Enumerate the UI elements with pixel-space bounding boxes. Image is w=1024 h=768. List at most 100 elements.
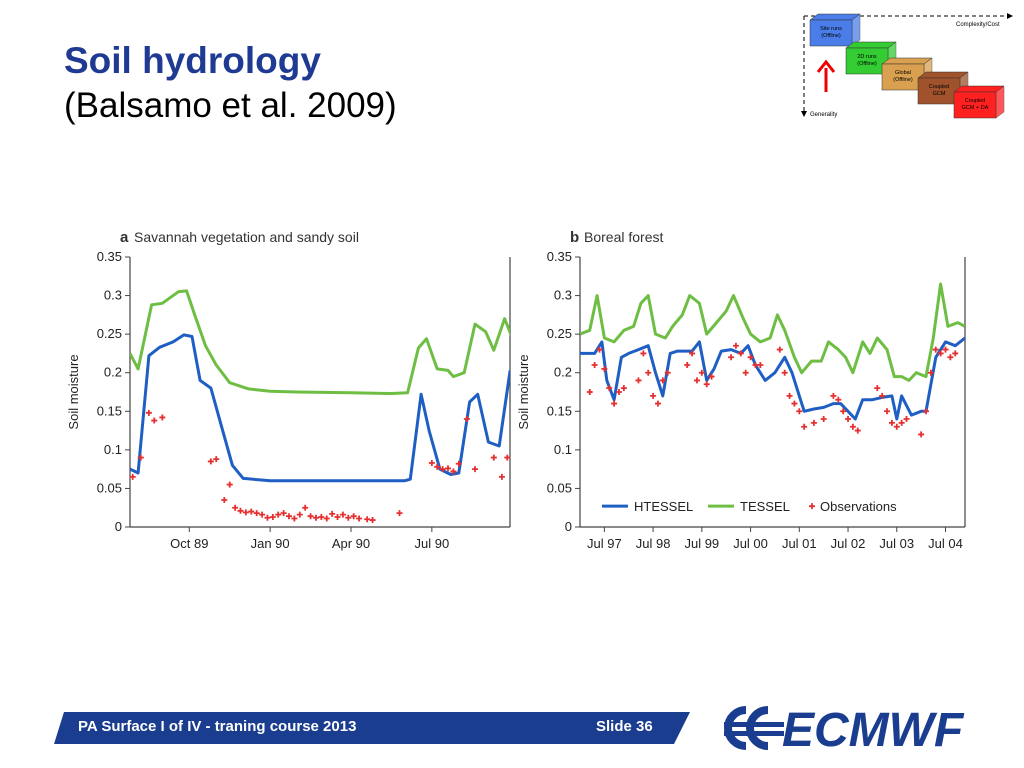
chart-title: Boreal forest	[584, 229, 663, 245]
observation-point	[888, 419, 895, 426]
observation-point	[708, 373, 715, 380]
observation-point	[898, 419, 905, 426]
observation-point	[264, 514, 271, 521]
schema-box-sublabel: GCM + DA	[962, 105, 989, 111]
footer-course-label: PA Surface I of IV - traning course 2013	[78, 718, 357, 735]
observation-point	[334, 513, 341, 520]
observation-point	[664, 369, 671, 376]
y-tick-label: 0.1	[554, 442, 572, 457]
observation-point	[339, 511, 346, 518]
observation-point	[615, 389, 622, 395]
observation-point	[159, 414, 166, 421]
y-tick-label: 0	[115, 519, 122, 534]
x-tick-label: Jul 99	[684, 536, 719, 551]
chart-title: Savannah vegetation and sandy soil	[134, 229, 359, 245]
observation-point	[693, 377, 700, 384]
series-line-tessel	[130, 289, 510, 395]
observation-point	[364, 516, 371, 523]
observation-point	[471, 466, 478, 473]
observation-point	[226, 481, 233, 488]
observation-point	[757, 362, 764, 368]
observation-point	[650, 392, 657, 399]
observation-point	[840, 408, 847, 415]
observation-point	[845, 416, 852, 422]
observation-point	[927, 369, 934, 376]
y-tick-label: 0.15	[97, 403, 122, 418]
observation-point	[455, 460, 462, 467]
observation-point	[504, 454, 511, 461]
observation-point	[849, 423, 856, 430]
observation-point	[620, 385, 627, 392]
chart-savannah: a Savannah vegetation and sandy soil 0 0.05…	[66, 229, 511, 551]
observation-point	[801, 423, 808, 430]
observation-point	[747, 354, 754, 361]
x-tick-label: Jul 04	[928, 536, 963, 551]
observation-point	[918, 431, 925, 438]
observation-point	[269, 513, 276, 520]
logo-text: ECMWF	[782, 704, 965, 756]
x-tick-label: Jul 01	[782, 536, 817, 551]
observation-point	[728, 354, 735, 361]
observation-point	[434, 463, 441, 470]
observation-point	[923, 408, 930, 415]
observation-point	[611, 400, 618, 407]
observation-point	[450, 468, 457, 475]
y-tick-label: 0.2	[104, 365, 122, 380]
schema-box: Site runs(Offline)	[809, 13, 861, 47]
y-tick-label: 0.25	[97, 326, 122, 341]
observation-point	[428, 459, 435, 466]
observation-point	[937, 350, 944, 357]
schema-box-sublabel: (Offline)	[893, 77, 913, 83]
observation-point	[786, 392, 793, 399]
schema-box-label: Site runs	[820, 26, 842, 32]
ecmwf-logo-mark	[724, 706, 784, 750]
observation-point	[356, 515, 363, 522]
y-tick-label: 0.15	[547, 403, 572, 418]
complexity-schema: Complexity/Cost Generality Site runs(Off…	[801, 13, 1013, 119]
observation-point	[207, 458, 214, 465]
schema-box-sublabel: GCM	[933, 91, 946, 97]
observation-point	[307, 513, 314, 520]
observation-point	[947, 354, 954, 361]
observation-point	[732, 342, 739, 349]
legend-swatch	[809, 503, 815, 510]
observation-point	[606, 385, 613, 392]
schema-box-label: Coupled	[965, 98, 986, 104]
schema-box-label: 2D runs	[857, 54, 877, 60]
observation-point	[248, 508, 255, 515]
observation-point	[645, 369, 652, 376]
observation-point	[312, 514, 319, 521]
observation-point	[703, 381, 710, 388]
observation-point	[498, 473, 505, 480]
chart-boreal-forest: b Boreal forest 0 0.05 0.1 0.15 0.2 0.25 0.3 0.35…	[518, 229, 966, 551]
observation-point	[640, 350, 647, 357]
series-line-tessel	[580, 282, 965, 382]
observation-point	[259, 511, 266, 518]
observation-point	[879, 392, 886, 399]
observation-point	[810, 419, 817, 426]
observation-point	[689, 350, 696, 357]
observation-point	[698, 369, 705, 376]
y-tick-label: 0.05	[97, 480, 122, 495]
observation-point	[291, 515, 298, 522]
observation-point	[903, 416, 910, 422]
observation-point	[286, 513, 293, 520]
y-tick-label: 0.3	[104, 288, 122, 303]
y-tick-label: 0.1	[104, 442, 122, 457]
x-tick-label: Jul 90	[414, 536, 449, 551]
schema-box-label: Global	[895, 70, 911, 76]
observation-point	[884, 408, 891, 415]
legend-label: Observations	[820, 499, 897, 514]
y-axis-label: Soil moisture	[66, 354, 81, 429]
y-tick-label: 0	[565, 519, 572, 534]
observation-point	[835, 396, 842, 403]
observation-point	[635, 377, 642, 384]
observation-point	[796, 408, 803, 415]
observation-point	[396, 510, 403, 517]
observation-point	[445, 465, 452, 472]
generality-label: Generality	[810, 112, 837, 118]
observation-point	[329, 510, 336, 517]
observation-point	[601, 365, 608, 372]
observation-point	[586, 389, 593, 395]
observation-point	[253, 510, 260, 517]
